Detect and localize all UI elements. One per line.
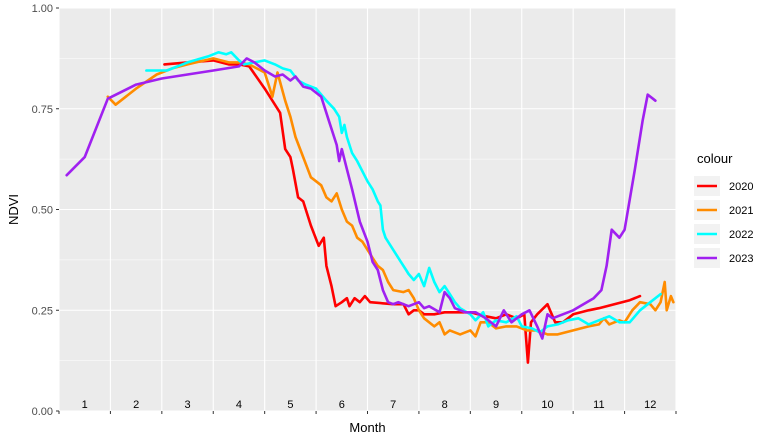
month-label-6: 6 bbox=[339, 399, 345, 411]
y-tick-label: 0.00 bbox=[32, 406, 53, 418]
legend-title: colour bbox=[697, 151, 733, 166]
y-tick-label: 0.75 bbox=[32, 104, 53, 116]
series-line-2023 bbox=[65, 57, 657, 340]
month-label-2: 2 bbox=[133, 399, 139, 411]
month-label-4: 4 bbox=[236, 399, 242, 411]
legend: colour 2020 2021 2022 2023 bbox=[694, 151, 753, 268]
legend-label-2020: 2020 bbox=[729, 181, 753, 193]
y-tick-label: 1.00 bbox=[32, 3, 53, 15]
y-tick-label: 0.50 bbox=[32, 205, 53, 217]
y-tick-label: 0.25 bbox=[32, 305, 53, 317]
month-labels: 1 2 3 4 5 6 7 8 9 10 11 12 bbox=[82, 399, 657, 411]
legend-label-2021: 2021 bbox=[729, 205, 753, 217]
x-axis-title: Month bbox=[349, 420, 385, 435]
month-label-9: 9 bbox=[493, 399, 499, 411]
month-label-11: 11 bbox=[593, 399, 604, 411]
legend-label-2022: 2022 bbox=[729, 229, 753, 241]
month-label-10: 10 bbox=[541, 399, 553, 411]
month-label-8: 8 bbox=[442, 399, 448, 411]
series-line-2022 bbox=[145, 51, 662, 334]
month-label-5: 5 bbox=[287, 399, 293, 411]
month-label-7: 7 bbox=[390, 399, 396, 411]
legend-label-2023: 2023 bbox=[729, 253, 753, 265]
legend-items: 2020 2021 2022 2023 bbox=[694, 176, 753, 268]
month-label-1: 1 bbox=[82, 399, 88, 411]
month-label-3: 3 bbox=[184, 399, 190, 411]
x-axis bbox=[58, 411, 677, 414]
month-label-12: 12 bbox=[644, 399, 656, 411]
y-axis-title: NDVI bbox=[6, 194, 21, 225]
y-axis: 0.00 0.25 0.50 0.75 1.00 bbox=[32, 3, 59, 418]
series-lines bbox=[65, 51, 675, 364]
